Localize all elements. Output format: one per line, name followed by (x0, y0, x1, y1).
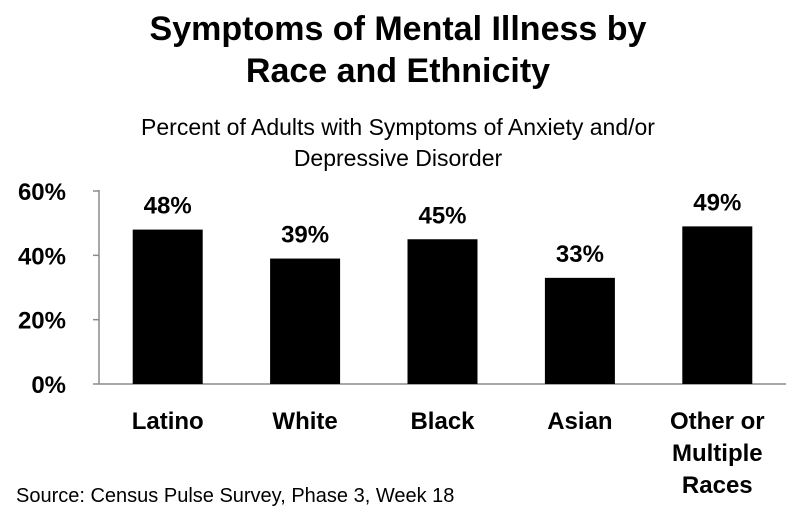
chart-subtitle-line-1: Percent of Adults with Symptoms of Anxie… (141, 114, 655, 140)
category-labels: Latino White Black Asian Other or Multiple Rac… (132, 408, 765, 499)
bar (544, 277, 615, 384)
source-note: Source: Census Pulse Survey, Phase 3, We… (16, 485, 455, 507)
x-tick-label: Black (410, 408, 475, 435)
chart-title-line-1: Symptoms of Mental Illness by (149, 10, 647, 48)
x-tick-label: Multiple (672, 440, 763, 467)
x-tick-label: Asian (547, 408, 612, 435)
chart-subtitle-line-2: Depressive Disorder (293, 145, 503, 171)
bar (132, 229, 203, 384)
y-tick-label: 40% (18, 243, 66, 270)
value-labels: 48% 39% 45% 33% 49% (144, 189, 742, 267)
x-tick-label: White (272, 408, 337, 435)
bar (407, 239, 478, 384)
x-tick-label: Races (682, 472, 753, 499)
y-tick-label: 20% (18, 308, 66, 335)
data-label: 45% (418, 202, 466, 229)
bar (682, 226, 753, 384)
data-label: 39% (281, 222, 329, 249)
chart-subtitle: Percent of Adults with Symptoms of Anxie… (0, 112, 796, 174)
bars (132, 226, 753, 384)
bar (270, 258, 341, 384)
x-tick-label: Other or (670, 408, 765, 435)
y-axis: 0% 20% 40% 60% (18, 179, 100, 399)
data-label: 48% (144, 193, 192, 220)
chart-title-line-2: Race and Ethnicity (245, 52, 551, 90)
chart-title: Symptoms of Mental Illness by Race and E… (0, 8, 796, 92)
data-label: 49% (693, 189, 741, 216)
y-tick-label: 60% (18, 179, 66, 206)
x-tick-label: Latino (132, 408, 204, 435)
data-label: 33% (556, 241, 604, 268)
y-tick-label: 0% (31, 372, 66, 399)
